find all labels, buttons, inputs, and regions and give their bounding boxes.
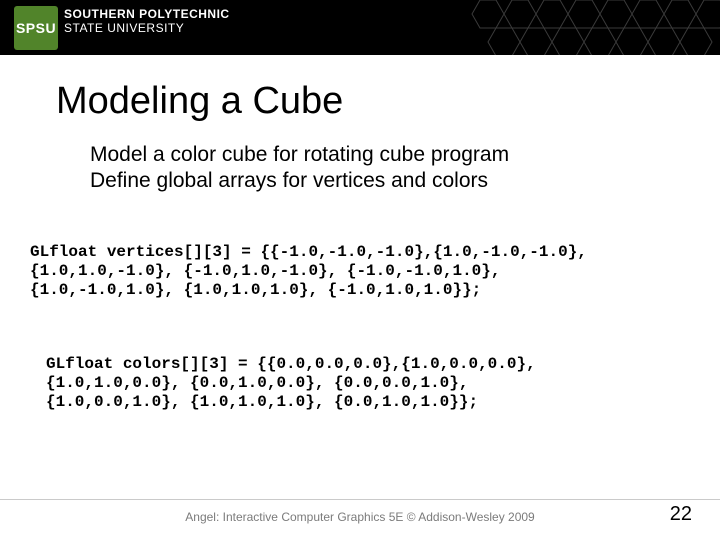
logo-abbr: SPSU xyxy=(16,20,56,36)
slide-title: Modeling a Cube xyxy=(56,80,343,123)
logo-badge: SPSU xyxy=(14,6,58,50)
footer-divider xyxy=(0,499,720,500)
hex-pattern xyxy=(460,0,720,55)
slide-subtitle: Model a color cube for rotating cube pro… xyxy=(90,142,509,195)
university-line2: STATE UNIVERSITY xyxy=(64,21,230,35)
footer-attribution: Angel: Interactive Computer Graphics 5E … xyxy=(0,510,720,524)
subtitle-line-1: Model a color cube for rotating cube pro… xyxy=(90,142,509,168)
header-strip: SPSU SOUTHERN POLYTECHNIC STATE UNIVERSI… xyxy=(0,0,720,55)
code-colors: GLfloat colors[][3] = {{0.0,0.0,0.0},{1.… xyxy=(46,355,706,413)
subtitle-line-2: Define global arrays for vertices and co… xyxy=(90,168,509,194)
university-line1: SOUTHERN POLYTECHNIC xyxy=(64,7,230,21)
page-number: 22 xyxy=(670,503,692,526)
slide: SPSU SOUTHERN POLYTECHNIC STATE UNIVERSI… xyxy=(0,0,720,540)
university-name: SOUTHERN POLYTECHNIC STATE UNIVERSITY xyxy=(64,7,230,35)
code-vertices: GLfloat vertices[][3] = {{-1.0,-1.0,-1.0… xyxy=(30,243,690,301)
